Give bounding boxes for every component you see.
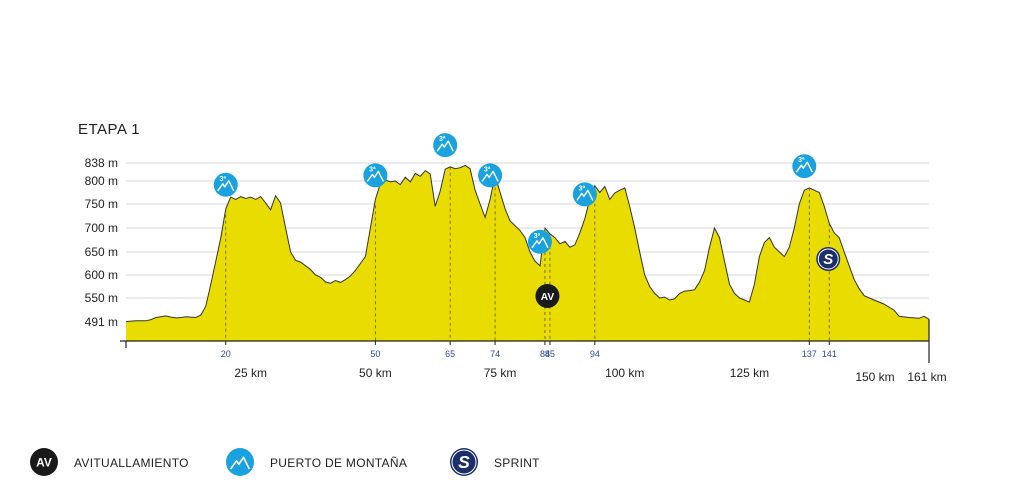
feed-zone-icon — [535, 284, 560, 308]
mountain-glyph — [481, 170, 499, 182]
point-tick-label: 20 — [221, 349, 231, 359]
mountain-category-label: 3ª — [484, 166, 491, 173]
mountain-category-label: 3ª — [534, 233, 541, 240]
feed-zone-label: AV — [36, 456, 52, 470]
point-tick-label: 84 — [540, 349, 550, 359]
sprint-label: S — [458, 452, 470, 472]
route-markers: 3ª 3ª 3ª 3ª 3ª 3ª 3ª AV S — [213, 133, 841, 308]
mountain-category-label: 3ª — [369, 166, 376, 173]
point-tick-label: 141 — [822, 349, 837, 359]
legend-label: PUERTO DE MONTAÑA — [270, 456, 407, 470]
point-tick-label: 74 — [490, 349, 500, 359]
sprint-icon-ring — [817, 248, 839, 270]
point-tick-label: 94 — [590, 349, 600, 359]
feed-zone-label: AV — [541, 292, 555, 303]
point-tick-label: 50 — [370, 349, 380, 359]
point-tick-label: 137 — [802, 349, 817, 359]
mountain-category-label: 3ª — [798, 157, 805, 164]
km-tick-label: 100 km — [605, 366, 644, 380]
y-tick-label: 800 m — [85, 174, 118, 188]
mountain-glyph — [230, 456, 251, 470]
mountain-glyph — [217, 180, 235, 192]
feed-zone-icon — [30, 448, 58, 476]
km-tick-label: 50 km — [359, 366, 392, 380]
point-tick-label: 85 — [545, 349, 555, 359]
y-tick-label: 550 m — [85, 291, 118, 305]
km-tick-label: 161 km — [907, 370, 946, 384]
point-tick-label: 65 — [445, 349, 455, 359]
y-tick-label: 491 m — [85, 315, 118, 329]
elevation-area — [126, 165, 929, 341]
y-tick-label: 600 m — [85, 268, 118, 282]
mountain-glyph — [576, 189, 594, 201]
mountain-category-label: 3ª — [579, 185, 586, 192]
chart-title: ETAPA 1 — [78, 121, 140, 138]
legend: AV AVITUALLAMIENTO PUERTO DE MONTAÑA S SPRIN… — [30, 448, 540, 476]
axes — [120, 319, 930, 363]
y-tick-label: 838 m — [85, 156, 118, 170]
sprint-icon — [816, 247, 841, 271]
y-tick-label: 700 m — [85, 221, 118, 235]
mountain-category-label: 3ª — [220, 176, 227, 183]
sprint-icon — [450, 448, 478, 476]
elevation-line — [125, 164, 930, 323]
elevation-profile — [125, 164, 930, 341]
mountain-glyph — [531, 237, 549, 249]
y-tick-label: 650 m — [85, 245, 118, 259]
km-tick-label: 25 km — [234, 366, 267, 380]
km-tick-label: 125 km — [730, 366, 769, 380]
mountain-glyph — [366, 170, 385, 182]
km-tick-label: 75 km — [484, 366, 517, 380]
sprint-label: S — [823, 251, 833, 268]
y-axis-labels: 838 m 800 m 750 m 700 m 650 m 600 m 550 m 491 m — [85, 156, 118, 329]
sprint-icon-ring — [451, 449, 477, 475]
legend-label: SPRINT — [494, 456, 540, 470]
mountain-glyph — [795, 161, 813, 173]
y-tick-label: 750 m — [85, 197, 118, 211]
legend-label: AVITUALLAMIENTO — [74, 456, 189, 470]
mountain-glyph — [436, 140, 454, 152]
mountain-category-label: 3ª — [439, 136, 446, 143]
km-tick-label: 150 km — [855, 370, 894, 384]
